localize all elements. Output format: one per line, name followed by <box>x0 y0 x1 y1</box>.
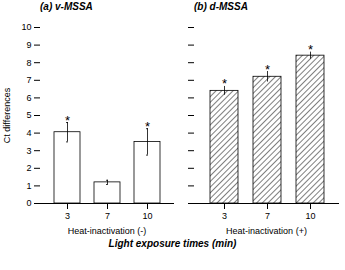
svg-text:7: 7 <box>105 211 110 221</box>
svg-text:*: * <box>222 76 227 91</box>
svg-text:6: 6 <box>26 93 31 103</box>
html-text:Heat-inactivation (+): Heat-inactivation (+) <box>226 226 307 236</box>
html-text:Heat-inactivation (-): Heat-inactivation (-) <box>67 226 147 236</box>
svg-text:*: * <box>65 113 70 128</box>
svg-text:0: 0 <box>26 198 31 208</box>
svg-text:2: 2 <box>26 163 31 173</box>
svg-text:9: 9 <box>26 40 31 50</box>
svg-text:7: 7 <box>265 211 270 221</box>
svg-text:10: 10 <box>305 211 315 221</box>
svg-text:Ct differences: Ct differences <box>2 87 12 143</box>
svg-text:10: 10 <box>21 22 31 32</box>
svg-text:3: 3 <box>26 146 31 156</box>
svg-text:*: * <box>308 42 313 57</box>
html-text:(a) v-MSSA: (a) v-MSSA <box>40 1 93 12</box>
svg-text:10: 10 <box>142 211 152 221</box>
svg-text:5: 5 <box>26 110 31 120</box>
svg-text:3: 3 <box>65 211 70 221</box>
svg-text:8: 8 <box>26 58 31 68</box>
svg-text:3: 3 <box>222 211 227 221</box>
svg-text:*: * <box>265 62 270 77</box>
html-text:(b) d-MSSA: (b) d-MSSA <box>194 1 248 12</box>
svg-text:1: 1 <box>26 181 31 191</box>
svg-text:4: 4 <box>26 128 31 138</box>
svg-text:7: 7 <box>26 75 31 85</box>
html-text:Light exposure times (min): Light exposure times (min) <box>108 238 237 249</box>
svg-text:*: * <box>145 119 150 134</box>
